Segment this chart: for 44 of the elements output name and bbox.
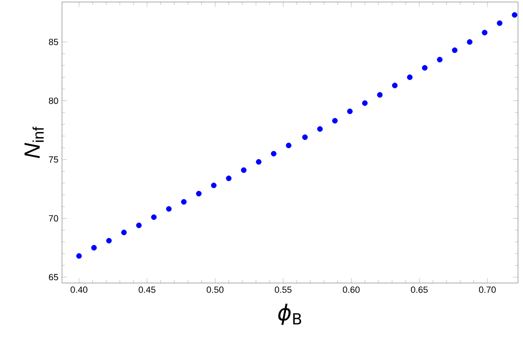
y-axis-title: N$_{inf}$ — [24, 126, 44, 158]
point — [347, 108, 353, 114]
point — [436, 56, 443, 62]
point — [407, 74, 413, 80]
point — [452, 47, 458, 53]
point — [496, 20, 502, 26]
point — [422, 65, 428, 71]
point — [166, 206, 172, 212]
x-axis-title: ϕ$_{B}$ — [278, 304, 302, 325]
point — [181, 199, 187, 205]
point — [512, 12, 518, 18]
x-tick-label: 0.45 — [138, 286, 156, 293]
y-tick-label: 80 — [48, 98, 58, 104]
point — [377, 92, 383, 98]
y-tick-label: 70 — [48, 215, 58, 222]
point — [240, 167, 247, 173]
point — [121, 230, 127, 236]
y-tick-label: 75 — [48, 156, 58, 163]
point — [256, 159, 262, 165]
point — [76, 253, 82, 259]
point — [196, 190, 202, 196]
x-tick-label: 0.40 — [70, 286, 88, 293]
point — [482, 30, 488, 36]
point — [226, 176, 232, 182]
x-tick-label: 0.55 — [274, 286, 292, 293]
point — [317, 126, 323, 132]
point — [151, 214, 157, 220]
point — [210, 182, 217, 188]
point — [91, 244, 97, 251]
point — [270, 150, 276, 156]
point — [392, 82, 398, 88]
y-tick-label: 85 — [48, 38, 58, 46]
y-tick-label: 65 — [48, 274, 58, 280]
x-tick-label: 0.50 — [206, 286, 224, 293]
point — [362, 100, 368, 106]
x-tick-label: 0.65 — [410, 286, 428, 293]
x-tick-label: 0.60 — [342, 286, 360, 293]
point — [136, 222, 142, 228]
point — [332, 118, 338, 124]
point — [106, 238, 112, 244]
point — [466, 39, 472, 45]
point — [286, 142, 292, 148]
point — [302, 134, 308, 140]
x-tick-label: 0.70 — [479, 286, 496, 293]
